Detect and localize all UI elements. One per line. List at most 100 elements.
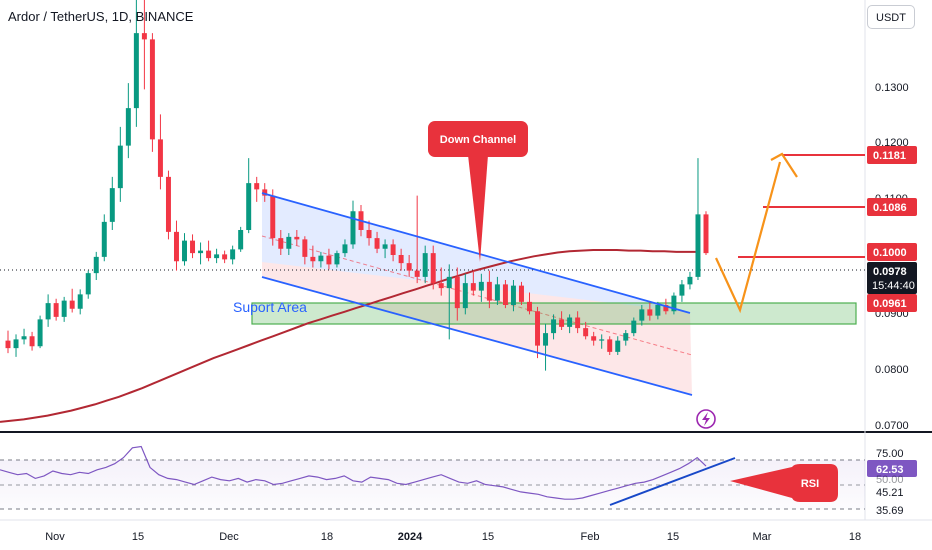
candle-down[interactable] — [583, 328, 589, 337]
candle-down[interactable] — [398, 255, 404, 264]
candle-down[interactable] — [527, 301, 532, 312]
candle-up[interactable] — [214, 254, 220, 259]
candle-up[interactable] — [133, 33, 139, 109]
candle-up[interactable] — [494, 284, 500, 301]
candle-down[interactable] — [262, 189, 268, 196]
candle-down[interactable] — [310, 256, 316, 262]
rsi-line[interactable] — [0, 445, 707, 500]
down-channel-callout[interactable] — [428, 121, 528, 157]
candle-down[interactable] — [390, 244, 396, 255]
time-axis[interactable]: Nov 15 Dec 18 2024 15 Feb 15 Mar 18 — [45, 531, 861, 543]
candle-up[interactable] — [462, 283, 468, 309]
candle-down[interactable] — [222, 254, 228, 260]
candle-up[interactable] — [422, 253, 428, 277]
candle-up[interactable] — [478, 281, 484, 291]
candle-down[interactable] — [374, 238, 380, 249]
candle-down[interactable] — [270, 195, 276, 239]
candle-down[interactable] — [486, 281, 492, 301]
candle-up[interactable] — [93, 256, 99, 274]
candle-up[interactable] — [198, 250, 204, 254]
candle-up[interactable] — [318, 255, 324, 262]
candle-up[interactable] — [510, 285, 516, 305]
currency-selector[interactable]: USDT — [867, 5, 915, 29]
candle-up[interactable] — [182, 240, 187, 262]
candle-up[interactable] — [125, 108, 131, 146]
candle-down[interactable] — [454, 276, 460, 309]
candle-down[interactable] — [502, 284, 508, 305]
level-tag-1000[interactable]: 0.1000 — [867, 243, 917, 261]
candle-down[interactable] — [302, 239, 308, 257]
candle-down[interactable] — [535, 311, 541, 346]
candle-up[interactable] — [246, 183, 252, 230]
candle-down[interactable] — [647, 309, 653, 316]
candle-up[interactable] — [382, 244, 388, 249]
symbol-title[interactable]: Ardor / TetherUS, 1D, BINANCE — [8, 9, 194, 24]
candle-up[interactable] — [679, 284, 685, 296]
candle-up[interactable] — [109, 188, 115, 222]
candle-up[interactable] — [286, 236, 292, 249]
candle-down[interactable] — [703, 214, 709, 254]
candle-down[interactable] — [575, 317, 581, 329]
candle-down[interactable] — [190, 240, 196, 254]
rsi-axis[interactable]: 75.00 62.53 50.00 45.21 35.69 — [867, 448, 917, 517]
moving-average-line[interactable] — [0, 249, 700, 423]
candle-up[interactable] — [695, 214, 701, 277]
candle-down[interactable] — [406, 263, 412, 271]
candle-down[interactable] — [518, 285, 524, 302]
candle-up[interactable] — [117, 145, 123, 189]
candle-down[interactable] — [149, 39, 155, 140]
candle-up[interactable] — [655, 305, 661, 316]
candle-up[interactable] — [543, 333, 549, 346]
candle-up[interactable] — [623, 333, 629, 341]
candle-down[interactable] — [294, 236, 300, 240]
channel-upper-line[interactable] — [261, 192, 691, 314]
candle-down[interactable] — [29, 336, 35, 347]
candle-down[interactable] — [165, 176, 171, 232]
candle-down[interactable] — [53, 303, 59, 317]
level-tag-1086[interactable]: 0.1086 — [867, 198, 917, 216]
price-pane[interactable] — [0, 0, 865, 430]
candle-up[interactable] — [567, 317, 573, 327]
candle-up[interactable] — [61, 300, 67, 317]
level-tag-0961[interactable]: 0.0961 — [867, 294, 917, 312]
candle-up[interactable] — [631, 320, 637, 334]
candle-up[interactable] — [13, 339, 19, 349]
candle-down[interactable] — [173, 231, 179, 262]
rsi-callout[interactable] — [730, 464, 838, 502]
candle-down[interactable] — [206, 250, 212, 259]
candle-down[interactable] — [438, 283, 444, 289]
candle-down[interactable] — [254, 183, 260, 190]
candle-up[interactable] — [230, 249, 236, 260]
candle-down[interactable] — [141, 33, 147, 40]
candle-down[interactable] — [326, 255, 332, 265]
candle-down[interactable] — [157, 139, 163, 177]
candle-down[interactable] — [663, 305, 669, 312]
candle-up[interactable] — [85, 273, 91, 295]
candle-down[interactable] — [69, 300, 75, 309]
candle-down[interactable] — [5, 340, 11, 349]
candle-down[interactable] — [414, 270, 420, 277]
candle-up[interactable] — [334, 253, 340, 265]
channel-lower-line[interactable] — [261, 276, 693, 396]
candle-up[interactable] — [77, 294, 83, 309]
candle-down[interactable] — [366, 230, 372, 239]
candle-down[interactable] — [278, 238, 284, 249]
candle-up[interactable] — [671, 295, 677, 312]
candle-down[interactable] — [559, 319, 565, 327]
candle-up[interactable] — [639, 309, 645, 321]
candle-down[interactable] — [470, 283, 476, 291]
price-axis[interactable]: 0.1300 0.1200 0.1100 0.0900 0.0800 0.070… — [875, 82, 909, 432]
candle-down[interactable] — [430, 253, 436, 284]
candle-up[interactable] — [350, 211, 356, 245]
candle-down[interactable] — [591, 336, 597, 341]
candle-up[interactable] — [45, 303, 51, 320]
candle-up[interactable] — [21, 336, 27, 340]
rsi-trendline[interactable] — [609, 457, 736, 506]
candle-up[interactable] — [101, 221, 107, 257]
candle-up[interactable] — [599, 339, 605, 341]
candle-up[interactable] — [551, 319, 557, 334]
current-price-tag[interactable]: 0.0978 15:44:40 — [867, 262, 917, 294]
candle-up[interactable] — [37, 319, 43, 347]
candle-up[interactable] — [687, 276, 693, 285]
